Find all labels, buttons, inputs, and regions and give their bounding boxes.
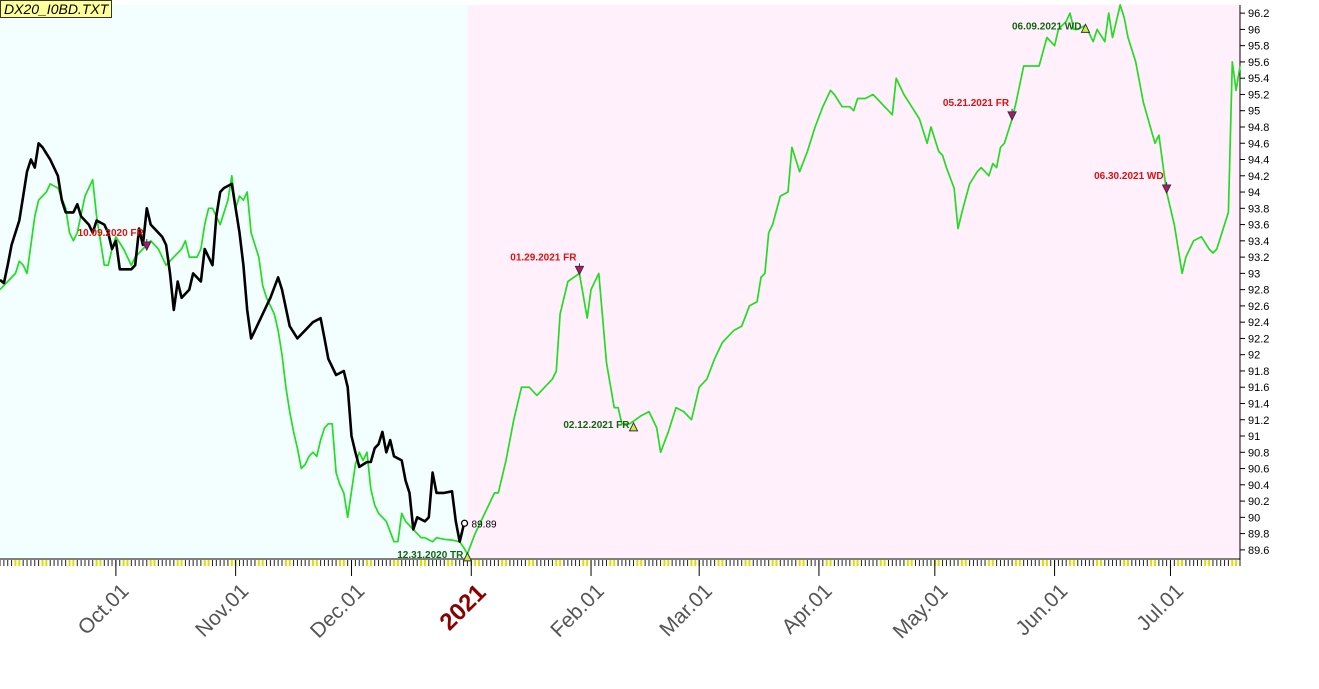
y-tick-label: 92.8 <box>1248 285 1269 297</box>
pivot-top-marker <box>141 241 152 252</box>
y-tick-label: 91.2 <box>1248 415 1269 427</box>
y-tick-label: 91 <box>1248 431 1260 443</box>
month-label: Oct.01 <box>74 579 134 639</box>
pivot-top-marker <box>1007 111 1017 121</box>
y-axis: 89.6 89.8 90 90.2 90.4 90.6 90.8 91 91.2 91.4 91.6… <box>1239 5 1269 560</box>
y-tick-label: 93.4 <box>1248 236 1269 248</box>
y-tick-label: 91.8 <box>1248 366 1269 378</box>
year-label: 2021 <box>435 579 492 636</box>
month-label: Dec.01 <box>306 579 369 642</box>
month-label: Mar.01 <box>655 579 717 641</box>
y-tick-label: 91.4 <box>1248 398 1269 410</box>
month-label: Jun.01 <box>1011 579 1072 640</box>
last-value-marker <box>460 519 469 527</box>
pivot-bottom-label: 02.12.2021 FR <box>563 420 630 431</box>
y-tick-label: 95.4 <box>1248 73 1269 85</box>
file-name-label: DX20_I0BD.TXT <box>0 0 113 18</box>
y-tick-label: 90.6 <box>1248 464 1269 476</box>
y-tick-label: 94.4 <box>1248 155 1269 167</box>
y-tick-label: 92.4 <box>1248 317 1269 329</box>
pivot-bottom-marker <box>1080 23 1091 33</box>
y-tick-label: 90.4 <box>1248 480 1269 492</box>
y-tick-label: 89.6 <box>1248 545 1269 557</box>
y-tick-label: 94.2 <box>1248 171 1269 183</box>
pivot-top-label: 06.30.2021 WD <box>1094 171 1164 182</box>
y-tick-label: 93.2 <box>1248 252 1269 264</box>
month-label: Apr.01 <box>777 579 836 638</box>
pivot-bottom-marker <box>462 551 473 562</box>
pivot-top-label: 10.09.2020 FR <box>78 228 145 239</box>
y-tick-label: 90.2 <box>1248 496 1269 508</box>
y-tick-label: 94.6 <box>1248 138 1269 150</box>
y-tick-label: 95 <box>1248 106 1260 118</box>
y-tick-label: 95.6 <box>1248 57 1269 69</box>
y-tick-label: 95.2 <box>1248 89 1269 101</box>
y-tick-label: 96.2 <box>1248 8 1269 20</box>
month-label: May.01 <box>889 579 953 643</box>
forecast-background <box>467 5 1241 558</box>
y-tick-label: 91.6 <box>1248 382 1269 394</box>
y-tick-label: 92.2 <box>1248 333 1269 345</box>
y-tick-label: 94.8 <box>1248 122 1269 134</box>
y-tick-label: 94 <box>1248 187 1260 199</box>
y-tick-label: 93.8 <box>1248 203 1269 215</box>
y-tick-label: 90 <box>1248 512 1260 524</box>
series-layer: 89.89 <box>0 4 1241 555</box>
y-tick-label: 96 <box>1248 24 1260 36</box>
y-tick-label: 93.6 <box>1248 220 1269 232</box>
y-tick-label: 90.8 <box>1248 447 1269 459</box>
y-tick-label: 89.8 <box>1248 529 1269 541</box>
forecast-line <box>0 4 1241 555</box>
pivot-bottom-marker <box>628 421 639 432</box>
annotation-layer: 10.09.2020 FR 01.29.2021 FR 05.21.2021 FR 0… <box>78 21 1172 562</box>
month-label: Jul.01 <box>1132 579 1188 635</box>
month-label: Nov.01 <box>191 579 253 641</box>
history-background <box>0 5 468 558</box>
last-value-label: 89.89 <box>472 519 497 530</box>
y-tick-label: 92 <box>1248 350 1260 362</box>
actual-line <box>0 142 465 543</box>
pivot-top-marker <box>1161 184 1172 195</box>
y-tick-label: 95.8 <box>1248 41 1269 53</box>
pivot-top-label: 01.29.2021 FR <box>510 252 577 263</box>
y-tick-label: 93 <box>1248 268 1260 280</box>
y-tick-label: 92.6 <box>1248 301 1269 313</box>
pivot-top-marker <box>574 265 585 276</box>
month-label: Feb.01 <box>546 579 609 642</box>
pivot-bottom-label: 06.09.2021 WD <box>1012 21 1082 32</box>
pivot-bottom-label: 12.31.2020 TR <box>397 550 464 561</box>
x-axis: Oct.01 Nov.01 Dec.01 2021 Feb.01 Mar.01 Apr.01… <box>0 558 1241 643</box>
pivot-top-label: 05.21.2021 FR <box>943 98 1010 109</box>
